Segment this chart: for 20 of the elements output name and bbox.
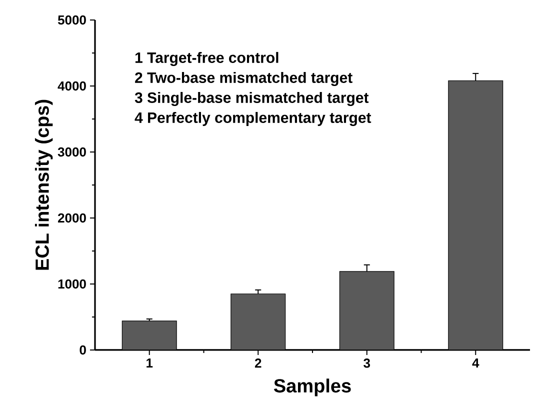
y-tick-label: 4000	[58, 81, 86, 91]
y-tick-label: 1000	[58, 279, 86, 289]
x-tick-label: 1	[146, 358, 153, 368]
y-tick-label: 0	[80, 345, 86, 355]
bar	[339, 271, 394, 350]
bar	[448, 80, 504, 350]
annotation: 3 Single-base mismatched target	[134, 92, 369, 106]
annotation: 4 Perfectly complementary target	[134, 112, 372, 126]
y-tick-label: 2000	[58, 213, 86, 223]
bar	[230, 294, 286, 350]
x-axis-title: Samples	[274, 378, 351, 396]
x-tick-label: 4	[472, 358, 480, 368]
annotation: 2 Two-base mismatched target	[135, 72, 352, 86]
x-tick-label: 3	[364, 358, 370, 368]
x-tick-label: 2	[254, 358, 262, 368]
bar	[122, 320, 177, 350]
y-tick-label: 5000	[58, 15, 86, 25]
annotation: 1 Target-free control	[135, 52, 278, 66]
y-axis-title: ECL intensity (cps)	[34, 100, 53, 270]
y-tick-label: 3000	[58, 147, 86, 157]
